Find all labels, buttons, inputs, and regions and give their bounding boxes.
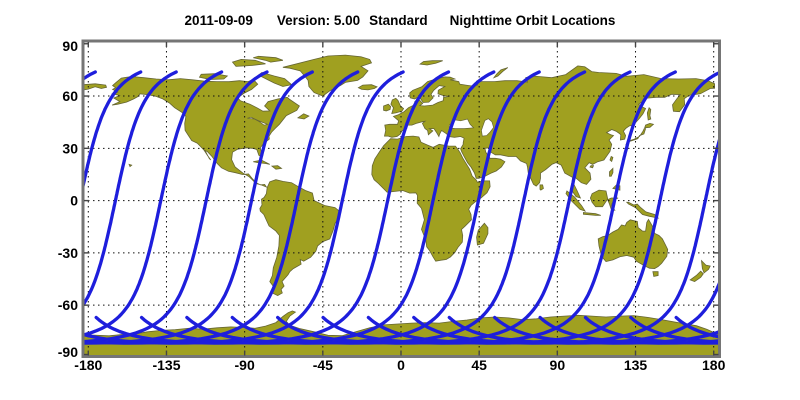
figure-title: 2011-09-09 Version: 5.00 Standard Nighttime… — [0, 13, 800, 28]
landmass — [644, 122, 655, 129]
x-axis-tick-labels: -180 -135 -90 -45 0 45 90 135 180 — [74, 357, 725, 373]
x-tick-label: -135 — [152, 357, 180, 373]
orbit-ground-track — [321, 70, 677, 345]
title-name: Nighttime Orbit Locations — [449, 13, 616, 28]
orbit-tracks — [0, 70, 800, 345]
y-tick-label: -30 — [58, 245, 78, 261]
landmass — [282, 54, 373, 97]
landmass — [589, 165, 595, 169]
orbit-ground-track — [83, 70, 178, 309]
map-layers — [0, 41, 800, 357]
landmass — [646, 106, 652, 121]
landmass — [700, 259, 711, 274]
landmass — [625, 201, 660, 219]
orbit-ground-track — [83, 70, 224, 337]
x-tick-label: -90 — [235, 357, 255, 373]
x-tick-label: -180 — [74, 357, 102, 373]
landmass — [297, 113, 310, 120]
landmass — [128, 163, 133, 168]
orbit-ground-track — [767, 72, 800, 343]
orbit-ground-track — [0, 72, 50, 343]
x-tick-label: 45 — [471, 357, 487, 373]
landmass — [419, 60, 443, 66]
landmass — [383, 103, 392, 112]
plot-frame — [81, 39, 721, 358]
orbit-ground-track — [722, 72, 800, 343]
landmass — [259, 179, 341, 297]
x-tick-label: 90 — [550, 357, 566, 373]
inland-water — [247, 116, 269, 126]
landmass — [231, 58, 266, 67]
title-version: Version: 5.00 — [276, 13, 361, 28]
y-tick-label: 90 — [62, 38, 78, 54]
y-tick-label: 30 — [62, 140, 78, 156]
landmass — [652, 271, 659, 277]
landmass — [597, 218, 669, 270]
landmass — [609, 167, 614, 177]
landmass — [583, 212, 601, 216]
landmass — [83, 83, 108, 91]
landmass — [390, 97, 405, 114]
orbit-ground-track — [83, 70, 97, 82]
orbit-ground-track — [0, 72, 5, 343]
y-tick-label: -60 — [58, 297, 78, 313]
frame-rect — [81, 39, 721, 358]
y-tick-label: 60 — [62, 88, 78, 104]
x-tick-label: -45 — [313, 357, 333, 373]
x-tick-label: 0 — [397, 357, 405, 373]
orbit-ground-track — [412, 133, 720, 345]
orbit-ground-track — [276, 70, 632, 345]
y-axis-tick-labels: 90 60 30 0 -30 -60 -90 — [58, 38, 78, 360]
title-date: 2011-09-09 — [184, 13, 253, 28]
landmass — [357, 84, 378, 91]
orbit-ground-track — [366, 70, 720, 345]
landmass — [270, 165, 283, 170]
landmass — [253, 55, 284, 63]
orbit-ground-track — [629, 315, 720, 344]
y-tick-label: -90 — [58, 344, 78, 360]
landmass — [492, 67, 509, 79]
title-mode: Standard — [369, 13, 428, 28]
orbit-ground-track — [83, 70, 143, 195]
orbit-ground-track — [674, 315, 720, 339]
x-tick-label: 180 — [702, 357, 726, 373]
inland-water — [481, 118, 494, 137]
y-tick-label: 0 — [70, 193, 78, 209]
landmass — [476, 222, 489, 246]
landmass — [384, 65, 715, 199]
landmass — [589, 189, 609, 208]
landmass — [689, 270, 704, 283]
landmass — [609, 155, 614, 163]
x-tick-label: 135 — [624, 357, 648, 373]
landmass — [539, 184, 544, 191]
landmass — [111, 76, 300, 188]
